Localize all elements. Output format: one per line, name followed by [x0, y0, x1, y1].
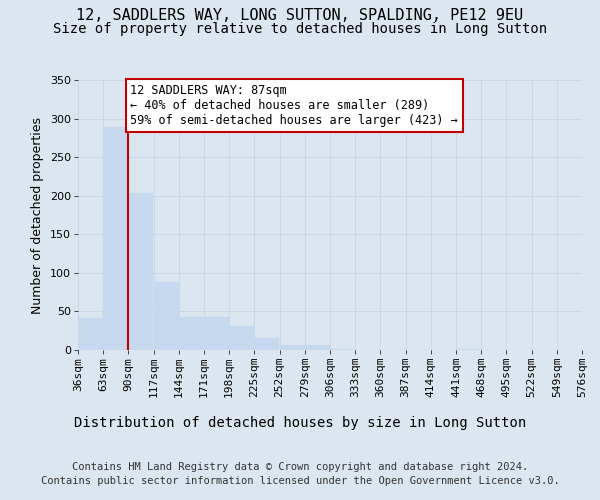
Text: 12 SADDLERS WAY: 87sqm
← 40% of detached houses are smaller (289)
59% of semi-de: 12 SADDLERS WAY: 87sqm ← 40% of detached…: [130, 84, 458, 127]
Bar: [330, 349, 355, 350]
Bar: [128, 194, 154, 350]
Text: Size of property relative to detached houses in Long Sutton: Size of property relative to detached ho…: [53, 22, 547, 36]
Bar: [179, 317, 204, 350]
Bar: [305, 346, 330, 350]
Y-axis label: Number of detached properties: Number of detached properties: [31, 116, 44, 314]
Bar: [280, 344, 305, 350]
Bar: [229, 326, 254, 350]
Bar: [456, 349, 481, 350]
Bar: [78, 318, 103, 350]
Text: Contains public sector information licensed under the Open Government Licence v3: Contains public sector information licen…: [41, 476, 559, 486]
Text: Distribution of detached houses by size in Long Sutton: Distribution of detached houses by size …: [74, 416, 526, 430]
Bar: [254, 338, 280, 350]
Bar: [154, 282, 179, 350]
Bar: [204, 317, 229, 350]
Text: Contains HM Land Registry data © Crown copyright and database right 2024.: Contains HM Land Registry data © Crown c…: [72, 462, 528, 472]
Bar: [103, 127, 128, 350]
Text: 12, SADDLERS WAY, LONG SUTTON, SPALDING, PE12 9EU: 12, SADDLERS WAY, LONG SUTTON, SPALDING,…: [76, 8, 524, 22]
